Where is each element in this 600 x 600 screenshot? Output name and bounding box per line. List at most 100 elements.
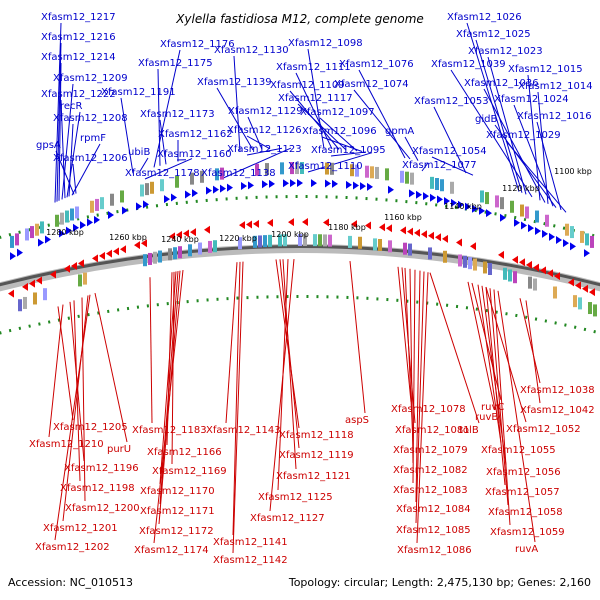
cog-block-outer <box>580 230 584 243</box>
cog-block-inner <box>178 246 182 259</box>
cog-block-outer <box>280 162 284 175</box>
cog-block-outer <box>255 163 259 176</box>
reverse-gene-arrow <box>365 221 371 230</box>
cog-block-inner <box>483 261 487 274</box>
forward-gene-arrow <box>542 229 548 238</box>
forward-gene-arrow <box>388 185 394 194</box>
genome-summary-text: Topology: circular; Length: 2,475,130 bp… <box>288 576 591 589</box>
tick-label: 1200 kbp <box>271 230 309 239</box>
cog-block-inner <box>23 296 27 309</box>
reverse-leader-line <box>275 259 300 429</box>
backbone-shadow <box>0 244 600 292</box>
tick-label: 1160 kbp <box>384 213 422 222</box>
reverse-gene-arrow <box>288 218 294 227</box>
reverse-gene-label: Xfasm12_1172 <box>139 526 214 537</box>
cog-block-outer <box>90 200 94 213</box>
forward-gene-arrow <box>283 179 289 188</box>
forward-gene-arrow <box>73 223 79 232</box>
reverse-gene-arrow <box>456 238 462 247</box>
forward-leader-line <box>247 116 263 150</box>
forward-gene-arrow <box>290 179 296 188</box>
forward-leader-line <box>157 68 161 166</box>
reverse-gene-label: Xfasm12_1141 <box>213 537 288 548</box>
forward-leader-line <box>431 156 474 176</box>
tick-label: 1220 kbp <box>219 234 257 243</box>
reverse-gene-arrow <box>134 241 140 250</box>
reverse-gene-label: Xfasm12_1119 <box>279 450 354 461</box>
cog-block-inner <box>588 302 592 315</box>
forward-gene-arrow <box>80 221 86 230</box>
reverse-gene-arrow <box>302 218 308 227</box>
reverse-gene-arrow <box>442 234 448 243</box>
cog-block-outer <box>15 233 19 246</box>
cog-block-inner <box>173 247 177 260</box>
cog-block-inner <box>253 235 257 248</box>
forward-leader-line <box>483 88 546 203</box>
reverse-leader-line <box>416 272 429 544</box>
reverse-gene-arrow <box>267 218 273 227</box>
forward-leader-line <box>120 97 134 174</box>
reverse-gene-label: Xfasm12_1042 <box>520 405 595 416</box>
forward-gene-arrow <box>514 218 520 227</box>
cog-block-inner <box>78 274 82 287</box>
cog-block-outer <box>355 164 359 177</box>
reverse-gene-arrow <box>36 276 42 285</box>
forward-gene-label: Xfasm12_1076 <box>339 59 414 70</box>
reverse-gene-arrow <box>113 247 119 256</box>
reverse-gene-label: Xfasm12_1055 <box>481 445 556 456</box>
reverse-leader-line <box>62 295 89 522</box>
forward-gene-label: Xfasm12_1039 <box>431 59 506 70</box>
forward-gene-arrow <box>262 180 268 189</box>
reverse-leader-line <box>519 298 541 384</box>
forward-gene-arrow <box>465 202 471 211</box>
tick-label: 1140 kbp <box>444 202 482 211</box>
forward-gene-arrow <box>528 224 534 233</box>
forward-gene-arrow <box>472 204 478 213</box>
forward-leader-line <box>307 152 373 173</box>
cog-block-inner <box>258 235 262 248</box>
forward-gene-label: Xfasm12_1222 <box>41 89 116 100</box>
forward-gene-label: Xfasm12_1054 <box>412 146 487 157</box>
reverse-gene-label: Xfasm12_1121 <box>276 471 351 482</box>
cog-block-inner <box>278 234 282 247</box>
reverse-leader-line <box>467 281 496 411</box>
reverse-gene-label: Xfasm12_1200 <box>65 503 140 514</box>
cog-block-outer <box>160 179 164 192</box>
reverse-gene-arrow <box>106 249 112 258</box>
tick-labels: 1280 kbp 1260 kbp 1240 kbp 1220 kbp 1200 kbp… <box>46 167 592 244</box>
forward-gene-label: ubiB <box>128 147 150 158</box>
forward-gene-label: Xfasm12_1206 <box>53 153 128 164</box>
forward-leader-line <box>487 56 527 195</box>
cog-block-inner <box>323 234 327 247</box>
reverse-gene-label: Xfasm12_1056 <box>486 467 561 478</box>
reverse-leader-line <box>412 269 416 484</box>
reverse-gene-arrow <box>64 264 70 273</box>
cog-block-inner <box>208 240 212 253</box>
forward-gene-arrow <box>241 182 247 191</box>
feature-blocks <box>8 162 597 317</box>
reverse-gene-arrow <box>71 262 77 271</box>
cog-block-inner <box>468 257 472 270</box>
forward-gene-arrow <box>535 226 541 235</box>
cog-block-outer <box>510 200 514 213</box>
reverse-gene-arrow <box>582 284 588 293</box>
forward-gene-arrow <box>136 202 142 211</box>
forward-gene-label: Xfasm12_1160 <box>157 149 232 160</box>
reverse-leader-line <box>282 259 297 470</box>
cog-block-inner <box>153 251 157 264</box>
reverse-leader-line <box>225 262 238 424</box>
reverse-gene-arrow <box>253 219 259 228</box>
cog-block-inner <box>18 299 22 312</box>
reverse-gene-label: ruvA <box>515 544 538 555</box>
forward-gene-label: Xfasm12_1176 <box>160 39 235 50</box>
forward-gene-label: gidB <box>475 114 497 125</box>
forward-leader-line <box>307 48 325 149</box>
forward-gene-arrow <box>213 185 219 194</box>
cog-block-outer <box>440 179 444 192</box>
reverse-leader-line <box>409 268 414 464</box>
cog-block-inner <box>198 242 202 255</box>
cog-block-inner <box>508 269 512 282</box>
reverse-gene-arrow <box>407 227 413 236</box>
cog-block-outer <box>430 176 434 189</box>
cog-block-inner <box>553 286 557 299</box>
